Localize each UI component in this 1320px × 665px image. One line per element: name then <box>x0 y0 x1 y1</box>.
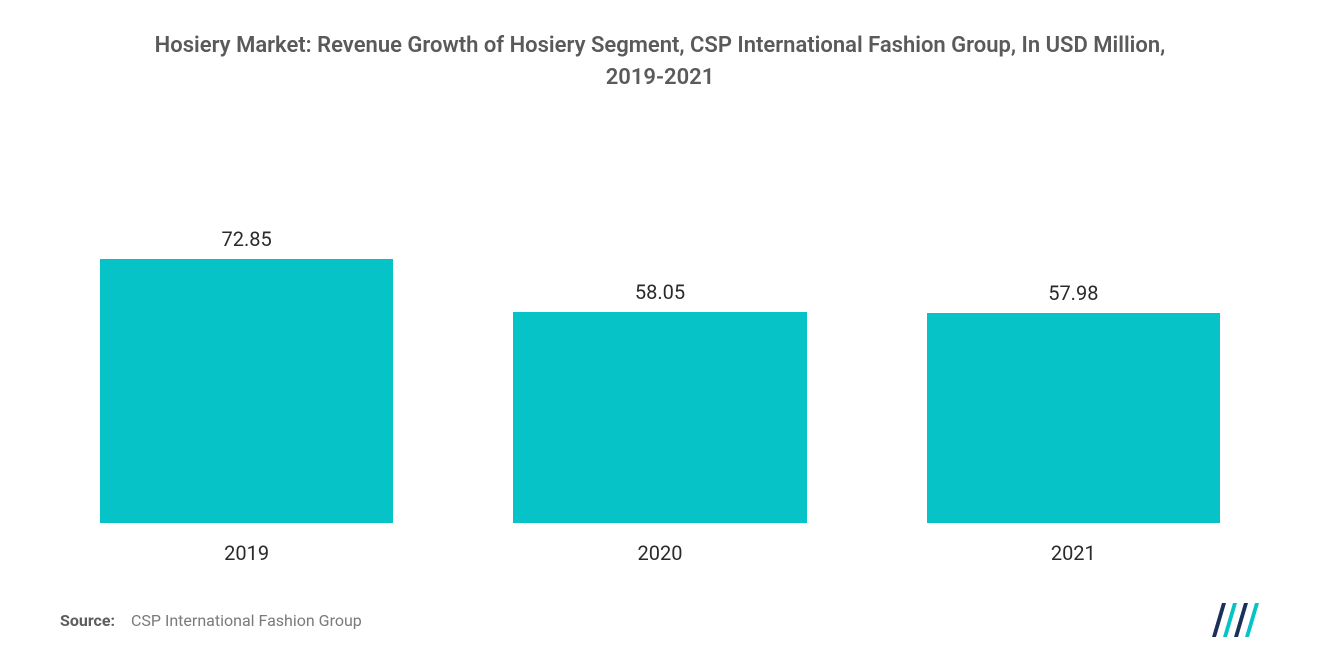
bar-value-2: 57.98 <box>1048 281 1098 305</box>
bar-value-0: 72.85 <box>222 227 272 251</box>
bar-category-1: 2020 <box>638 541 683 565</box>
bar-group-2: 57.98 2021 <box>927 281 1220 565</box>
source-label: Source: <box>60 611 115 630</box>
bar-category-0: 2019 <box>224 541 269 565</box>
bar-category-2: 2021 <box>1051 541 1096 565</box>
bar-2 <box>927 313 1220 523</box>
bar-value-1: 58.05 <box>635 280 685 304</box>
bar-0 <box>100 259 393 523</box>
source-text: CSP International Fashion Group <box>131 611 362 630</box>
chart-plot-area: 72.85 2019 58.05 2020 57.98 2021 <box>60 104 1260 575</box>
bar-group-0: 72.85 2019 <box>100 227 393 565</box>
chart-container: Hosiery Market: Revenue Growth of Hosier… <box>0 0 1320 665</box>
chart-footer: Source: CSP International Fashion Group <box>60 575 1260 645</box>
logo-svg <box>1212 603 1260 637</box>
mordor-logo-icon <box>1212 603 1260 637</box>
source-citation: Source: CSP International Fashion Group <box>60 611 362 630</box>
bar-1 <box>513 312 806 523</box>
chart-title: Hosiery Market: Revenue Growth of Hosier… <box>60 30 1260 94</box>
bar-group-1: 58.05 2020 <box>513 280 806 565</box>
